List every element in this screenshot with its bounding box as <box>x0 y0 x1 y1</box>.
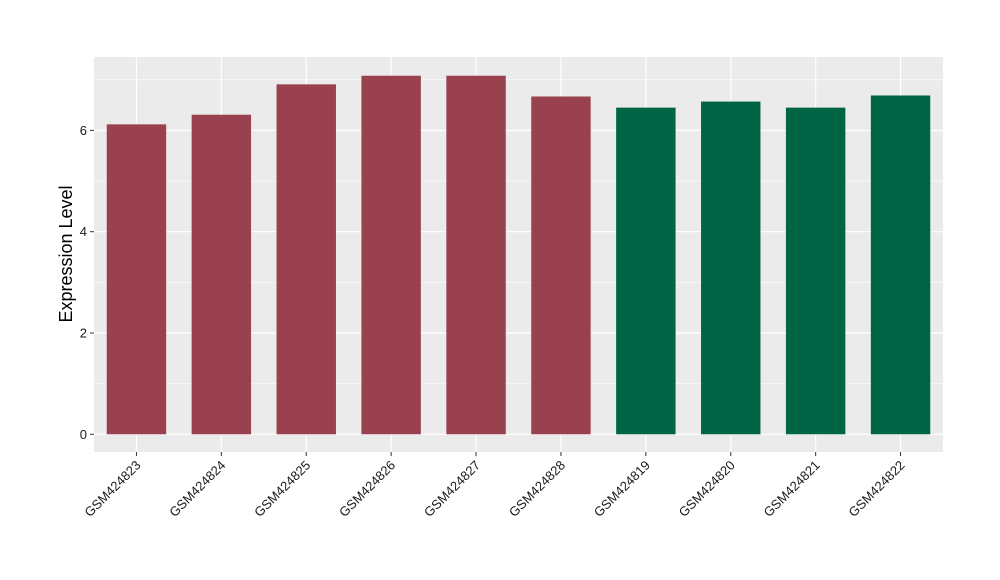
x-tick-label: GSM424821 <box>761 458 823 520</box>
y-axis-title: Expression Level <box>56 185 76 322</box>
bar-GSM424821 <box>785 107 846 435</box>
bar-GSM424828 <box>531 96 591 435</box>
bars <box>106 75 931 435</box>
bar-GSM424822 <box>870 95 931 435</box>
x-tick-label: GSM424824 <box>166 458 228 520</box>
x-tick-label: GSM424825 <box>251 458 313 520</box>
x-tick-label: GSM424828 <box>506 458 568 520</box>
bar-GSM424820 <box>701 101 761 435</box>
x-axis: GSM424823 GSM424824 GSM424825 GSM424826 GSM4… <box>81 452 908 520</box>
bar-GSM424824 <box>191 114 252 435</box>
bar-GSM424825 <box>276 84 336 435</box>
x-tick-label: GSM424822 <box>845 458 907 520</box>
x-tick-label: GSM424827 <box>421 458 483 520</box>
x-tick-label: GSM424823 <box>81 458 143 520</box>
y-tick-label: 0 <box>80 427 87 442</box>
y-axis: 0 2 4 6 <box>80 123 94 442</box>
y-tick-label: 2 <box>80 325 87 340</box>
x-tick-label: GSM424819 <box>591 458 653 520</box>
bar-GSM424827 <box>446 75 506 435</box>
y-tick-label: 6 <box>80 123 87 138</box>
y-tick-label: 4 <box>80 224 87 239</box>
bar-GSM424826 <box>361 75 421 435</box>
bar-GSM424823 <box>106 124 167 435</box>
x-tick-label: GSM424826 <box>336 458 398 520</box>
bar-GSM424819 <box>616 107 676 435</box>
x-tick-label: GSM424820 <box>676 458 738 520</box>
